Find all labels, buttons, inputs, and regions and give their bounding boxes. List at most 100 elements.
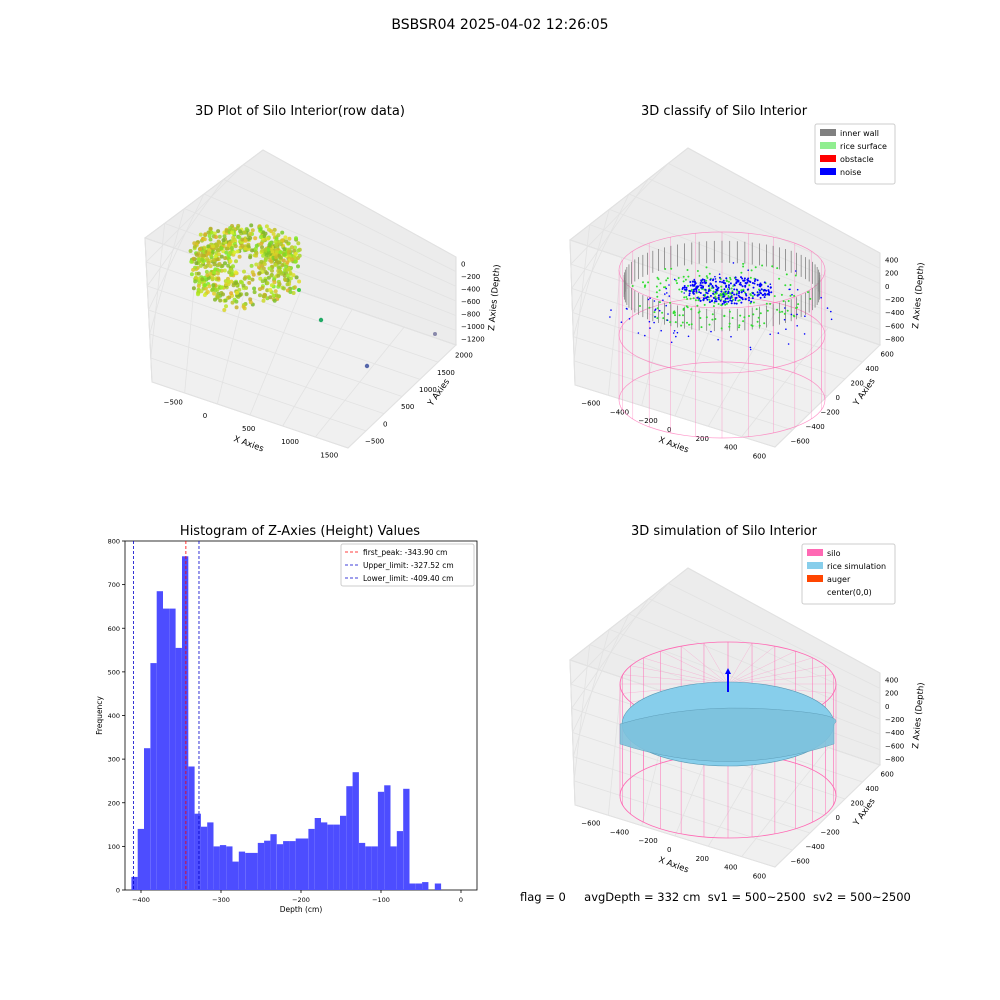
point [207, 234, 212, 238]
rice-surface-point [731, 317, 734, 319]
rice-surface-point [686, 321, 688, 324]
noise-point [790, 313, 793, 316]
point [274, 242, 279, 247]
noise-point [648, 320, 651, 323]
noise-point [703, 279, 706, 281]
point [228, 241, 232, 246]
noise-point [803, 333, 806, 335]
rice-surface-point [698, 288, 700, 291]
point [223, 298, 228, 303]
noise-point [724, 282, 726, 285]
rice-surface-point [758, 324, 761, 327]
histogram-bar [434, 883, 442, 890]
x-tick-label: 0 [667, 426, 671, 434]
rice-surface-point [662, 317, 665, 320]
rice-surface-point [681, 321, 684, 324]
legend-swatch [807, 575, 823, 582]
rice-surface-point [658, 301, 661, 304]
point [283, 278, 288, 282]
noise-point [668, 295, 671, 297]
histogram-bar [358, 842, 366, 890]
point [276, 273, 281, 278]
noise-point [746, 288, 749, 291]
histogram-bar [257, 842, 265, 890]
point [228, 267, 233, 272]
z-tick-label: −600 [461, 298, 480, 306]
point [293, 259, 298, 264]
noise-point [759, 284, 762, 287]
noise-point [726, 297, 729, 300]
noise-point [759, 296, 762, 299]
rice-surface-point [738, 324, 741, 327]
legend-label: silo [827, 549, 841, 558]
point [193, 279, 198, 284]
rice-surface-point [717, 303, 720, 305]
rice-surface-point [698, 310, 701, 313]
grid-line [668, 582, 881, 689]
noise-point [747, 277, 750, 280]
rice-surface-point [781, 310, 784, 313]
histogram-bar [182, 556, 189, 890]
noise-point [830, 318, 833, 321]
rice-surface-point [631, 285, 634, 287]
noise-point [767, 285, 770, 288]
histogram-bar [245, 852, 252, 890]
rice-surface-point [771, 265, 774, 268]
noise-point [710, 330, 712, 333]
y-tick-label: 500 [108, 668, 120, 676]
point [269, 273, 274, 278]
y-tick-label: 500 [401, 403, 414, 411]
point [257, 265, 261, 270]
noise-point [749, 346, 752, 349]
point [249, 263, 254, 268]
point [268, 287, 273, 292]
point [260, 248, 265, 253]
rice-surface-point [639, 305, 641, 307]
point [220, 285, 224, 290]
rice-surface-point [698, 274, 701, 277]
grid-line [628, 193, 881, 300]
noise-point [785, 328, 787, 331]
x-tick-label: −200 [638, 417, 657, 425]
point [264, 224, 269, 229]
noise-point [709, 282, 712, 285]
noise-point [711, 285, 714, 287]
noise-point [717, 296, 720, 299]
point [296, 241, 301, 246]
point [284, 264, 289, 269]
rice-surface-point [759, 312, 762, 315]
noise-point [683, 286, 686, 289]
point [250, 248, 254, 253]
grid-line [668, 162, 881, 269]
point [200, 253, 205, 258]
point [203, 286, 208, 291]
noise-point [784, 307, 786, 309]
grid-line [648, 178, 881, 285]
noise-point [707, 290, 710, 293]
point [248, 297, 253, 302]
rice-surface-point [705, 266, 708, 269]
point [247, 276, 252, 280]
noise-point [697, 285, 700, 288]
y-tick-label: −200 [821, 829, 840, 837]
noise-point [694, 281, 696, 284]
z-tick-label: −200 [885, 716, 904, 724]
histogram-bar [226, 846, 233, 890]
point [206, 251, 211, 256]
noise-point [660, 329, 662, 332]
rice-surface-point [807, 291, 809, 294]
point [225, 246, 230, 251]
noise-point [687, 335, 690, 338]
noise-point [628, 318, 631, 320]
noise-point [725, 284, 728, 287]
noise-point [729, 297, 732, 300]
point [224, 304, 228, 309]
rice-surface-point [682, 275, 685, 278]
noise-point [714, 300, 716, 303]
grid-line [741, 747, 829, 857]
noise-point [796, 325, 798, 327]
noise-point [649, 297, 651, 300]
rice-surface-point [653, 311, 656, 314]
grid-line [570, 163, 669, 265]
